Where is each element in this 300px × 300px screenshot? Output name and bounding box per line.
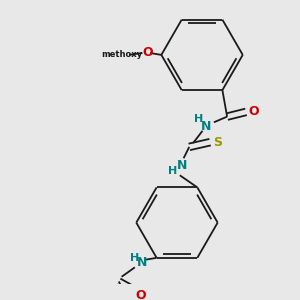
Text: O: O: [248, 105, 259, 119]
Text: N: N: [176, 159, 187, 172]
Text: H: H: [194, 115, 203, 124]
Text: H: H: [168, 166, 177, 176]
Text: O: O: [135, 289, 146, 300]
Text: N: N: [137, 256, 148, 269]
Text: N: N: [201, 120, 211, 133]
Text: O: O: [143, 46, 153, 59]
Text: S: S: [213, 136, 222, 149]
Text: methoxy: methoxy: [101, 50, 142, 59]
Text: H: H: [130, 253, 140, 263]
